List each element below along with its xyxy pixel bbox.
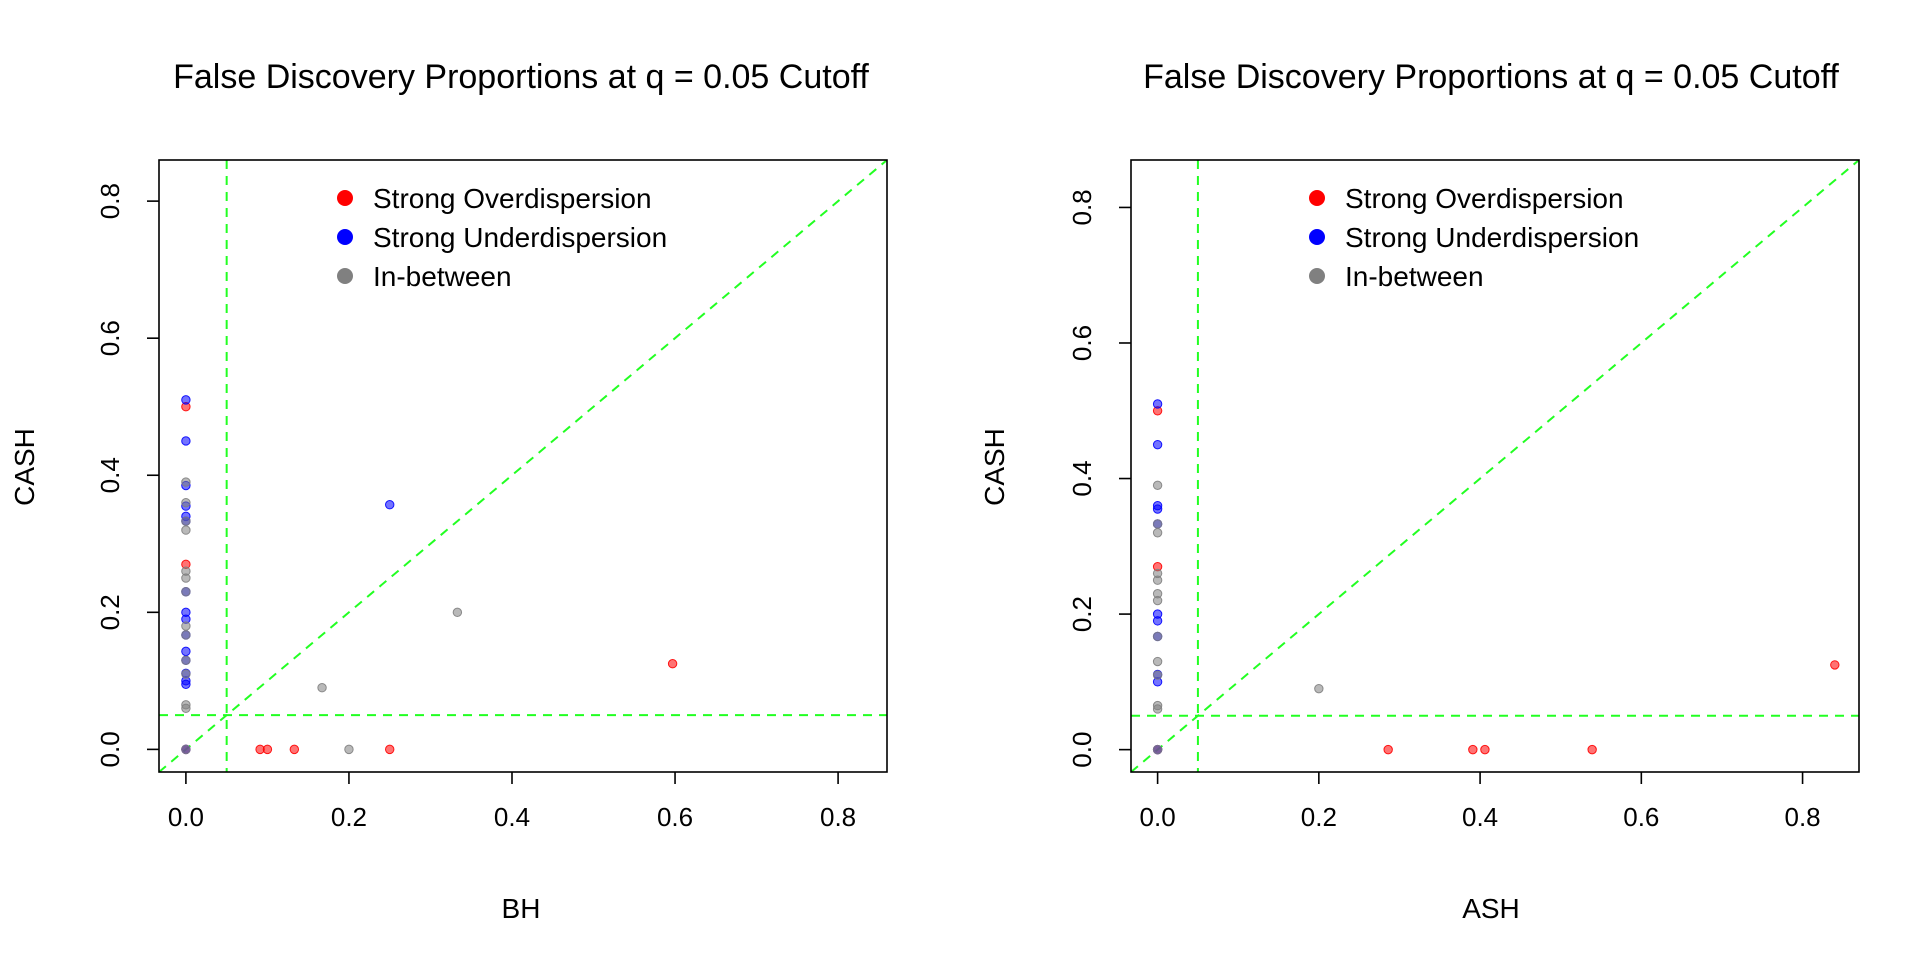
data-points [181, 395, 678, 755]
legend-label-underdispersion: Strong Underdispersion [373, 222, 667, 253]
scatter-panel-ash: False Discovery Proportions at q = 0.05 … [979, 58, 1860, 924]
inbetween-point [181, 744, 191, 755]
underdispersion-point [1152, 616, 1163, 626]
inbetween-point [1152, 519, 1163, 529]
overdispersion-point [1830, 660, 1840, 670]
overdispersion-point [1587, 744, 1597, 755]
diagonal-reference-line [158, 159, 888, 773]
inbetween-point [181, 655, 191, 665]
x-tick-label: 0.8 [820, 802, 856, 832]
inbetween-point [181, 477, 191, 487]
legend-label-inbetween: In-between [373, 261, 512, 292]
panel-title: False Discovery Proportions at q = 0.05 … [1143, 58, 1839, 96]
inbetween-point [1152, 480, 1163, 491]
y-tick-label: 0.6 [95, 320, 125, 356]
legend-swatch-inbetween [337, 268, 353, 284]
panel-title: False Discovery Proportions at q = 0.05 … [173, 58, 869, 96]
legend: Strong Overdispersion Strong Underdispers… [1309, 183, 1639, 292]
x-tick-label: 0.6 [657, 802, 693, 832]
legend-label-overdispersion: Strong Overdispersion [1345, 183, 1624, 214]
underdispersion-point [1152, 399, 1163, 409]
x-axis-label: BH [502, 893, 541, 924]
inbetween-point [181, 587, 191, 597]
y-tick-label: 0.8 [1067, 189, 1097, 225]
inbetween-point [1152, 595, 1163, 606]
overdispersion-point [385, 744, 395, 755]
y-tick-label: 0.2 [95, 594, 125, 630]
x-tick-label: 0.0 [1140, 802, 1176, 832]
x-axis-label: ASH [1462, 893, 1520, 924]
axis-ticks: 0.0 0.2 0.4 0.6 0.8 0.0 0.2 0.4 0.6 0.8 [95, 183, 856, 832]
y-tick-label: 0.4 [1067, 460, 1097, 496]
overdispersion-point [1383, 744, 1393, 755]
inbetween-point [1314, 683, 1324, 694]
legend-label-overdispersion: Strong Overdispersion [373, 183, 652, 214]
inbetween-point [181, 573, 191, 583]
underdispersion-point [181, 679, 191, 689]
inbetween-point [1152, 528, 1163, 538]
inbetween-point [344, 744, 354, 755]
overdispersion-point [667, 659, 678, 669]
inbetween-point [1152, 670, 1163, 680]
axis-ticks: 0.0 0.2 0.4 0.6 0.8 0.0 0.2 0.4 0.6 0.8 [1067, 189, 1821, 832]
x-tick-label: 0.8 [1784, 802, 1820, 832]
overdispersion-point [262, 744, 273, 755]
legend-swatch-overdispersion [1309, 190, 1325, 206]
legend: Strong Overdispersion Strong Underdispers… [337, 183, 667, 292]
underdispersion-point [181, 646, 191, 657]
inbetween-point [1152, 744, 1163, 755]
plot-frame [1130, 159, 1860, 773]
reference-lines [1130, 159, 1860, 773]
inbetween-point [452, 607, 463, 618]
y-tick-label: 0.0 [95, 731, 125, 767]
plot-frame [158, 159, 888, 773]
legend-swatch-overdispersion [337, 190, 353, 206]
underdispersion-point [181, 395, 191, 405]
x-tick-label: 0.2 [331, 802, 367, 832]
scatter-panel-bh: False Discovery Proportions at q = 0.05 … [9, 58, 888, 924]
inbetween-point [1152, 575, 1163, 585]
legend-label-underdispersion: Strong Underdispersion [1345, 222, 1639, 253]
y-tick-label: 0.2 [1067, 596, 1097, 632]
legend-swatch-underdispersion [1309, 229, 1325, 245]
y-axis-label: CASH [9, 428, 40, 506]
inbetween-point [317, 683, 327, 693]
underdispersion-point [1152, 504, 1163, 514]
inbetween-point [1152, 704, 1163, 714]
legend-swatch-underdispersion [337, 229, 353, 245]
inbetween-point [181, 669, 191, 679]
inbetween-point [181, 621, 191, 631]
inbetween-point [181, 516, 191, 526]
inbetween-point [181, 630, 191, 640]
x-tick-label: 0.2 [1301, 802, 1337, 832]
x-tick-label: 0.4 [1462, 802, 1498, 832]
y-tick-label: 0.8 [95, 183, 125, 219]
y-tick-label: 0.6 [1067, 325, 1097, 361]
underdispersion-point [385, 500, 395, 510]
inbetween-point [1152, 631, 1163, 642]
reference-lines [158, 159, 888, 773]
data-points [1152, 399, 1840, 755]
x-tick-label: 0.4 [494, 802, 530, 832]
inbetween-point [181, 497, 191, 508]
x-tick-label: 0.0 [168, 802, 204, 832]
x-tick-label: 0.6 [1623, 802, 1659, 832]
inbetween-point [181, 525, 191, 535]
y-tick-label: 0.4 [95, 457, 125, 493]
y-tick-label: 0.0 [1067, 732, 1097, 768]
overdispersion-point [1480, 744, 1490, 755]
y-axis-label: CASH [979, 428, 1010, 506]
legend-swatch-inbetween [1309, 268, 1325, 284]
overdispersion-point [1468, 744, 1478, 755]
underdispersion-point [181, 436, 191, 446]
inbetween-point [181, 703, 191, 713]
underdispersion-point [1152, 439, 1163, 450]
overdispersion-point [289, 744, 300, 755]
inbetween-point [1152, 656, 1163, 667]
legend-label-inbetween: In-between [1345, 261, 1484, 292]
diagonal-reference-line [1130, 159, 1860, 773]
